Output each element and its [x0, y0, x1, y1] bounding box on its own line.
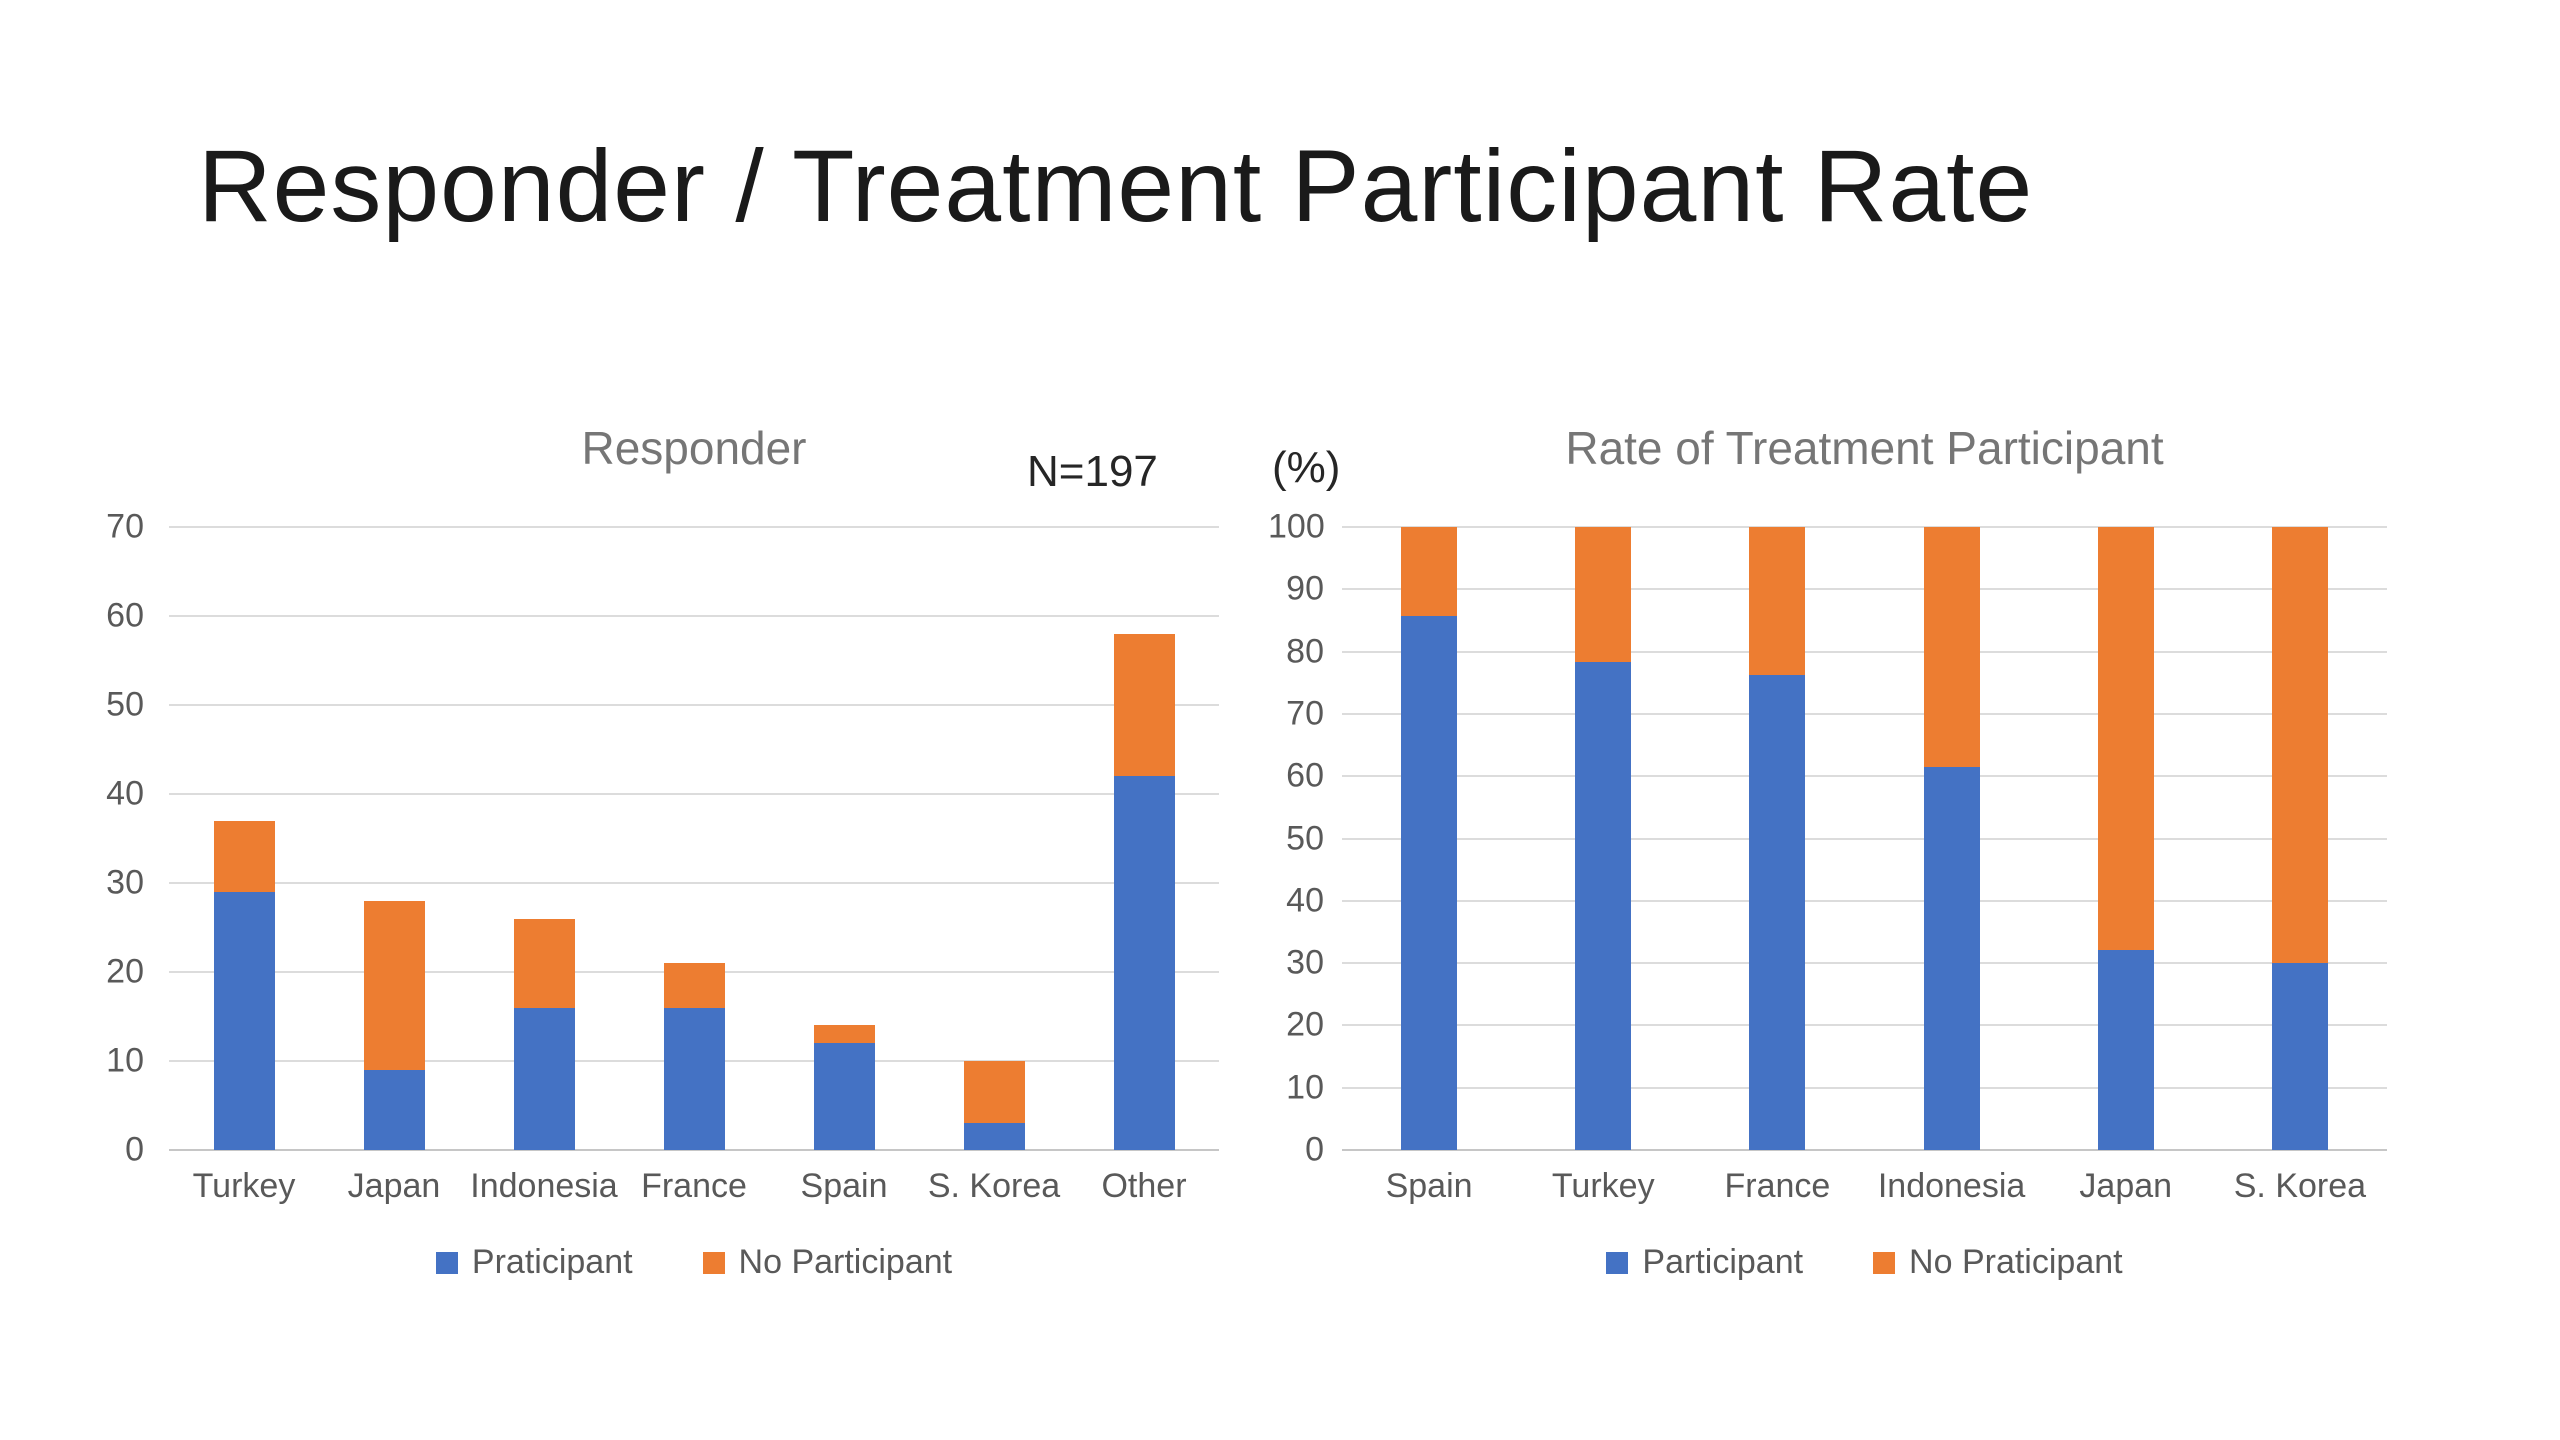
bar-segment-no-participant	[1113, 633, 1175, 777]
bar-segment-praticipant	[813, 1043, 875, 1150]
bar-segment-no-praticipant	[2097, 527, 2154, 951]
y-tick-label: 60	[106, 596, 144, 635]
gridline	[1342, 712, 2387, 715]
gridline	[1342, 526, 2387, 528]
legend-label: Participant	[1642, 1243, 1804, 1281]
bar-segment-participant	[1749, 675, 1806, 1150]
x-category-label: S. Korea	[927, 1167, 1061, 1205]
legend-swatch-no-praticipant	[1873, 1251, 1896, 1274]
gridline	[169, 793, 1219, 795]
y-tick-label: 70	[106, 507, 144, 546]
legend-item-no-participant: No Participant	[702, 1243, 953, 1282]
bar-segment-praticipant	[963, 1123, 1025, 1150]
x-category-label: Turkey	[1551, 1167, 1655, 1205]
legend-swatch-no-participant	[702, 1251, 725, 1274]
gridline	[169, 704, 1219, 706]
bar-segment-no-participant	[213, 820, 275, 892]
bar-segment-praticipant	[513, 1007, 575, 1150]
chart-responder: Responder N=197 0 10 20 30 40 50 60 70 Turkey Japan…	[80, 395, 1265, 1355]
legend-swatch-participant	[1606, 1251, 1629, 1274]
gridline	[1342, 650, 2387, 653]
gridline	[169, 882, 1219, 884]
chart-title: Responder	[581, 422, 807, 474]
x-category-label: Turkey	[192, 1167, 296, 1205]
bar-segment-praticipant	[213, 891, 275, 1150]
y-tick-label: 40	[1286, 881, 1324, 920]
x-category-label: Indonesia	[1877, 1167, 2026, 1205]
y-axis-unit-label: (%)	[1272, 443, 1341, 492]
legend-item-participant: Participant	[1606, 1243, 1803, 1282]
bar-segment-no-praticipant	[1923, 527, 1980, 767]
x-axis-line	[169, 1149, 1219, 1151]
bar-segment-praticipant	[663, 1007, 725, 1150]
x-category-label: Japan	[2079, 1167, 2173, 1205]
bar-segment-no-praticipant	[1575, 527, 1632, 662]
y-tick-label: 60	[1286, 756, 1324, 795]
x-category-label: Japan	[347, 1167, 441, 1205]
x-category-label: Spain	[1385, 1167, 1473, 1205]
y-tick-label: 0	[1305, 1130, 1324, 1169]
legend-swatch-praticipant	[435, 1251, 458, 1274]
gridline	[1342, 899, 2387, 902]
y-tick-label: 0	[125, 1130, 144, 1169]
bar-segment-participant	[2271, 963, 2328, 1150]
bar-segment-no-praticipant	[2271, 527, 2328, 964]
x-axis-line	[1342, 1149, 2387, 1151]
page-title: Responder / Treatment Participant Rate	[198, 129, 2034, 243]
bar-segment-praticipant	[363, 1069, 425, 1150]
y-tick-label: 20	[1286, 1005, 1324, 1044]
gridline	[1342, 775, 2387, 778]
gridline	[1342, 1086, 2387, 1089]
bar-segment-participant	[1575, 661, 1632, 1150]
sample-size-label: N=197	[1027, 447, 1158, 496]
x-category-label: France	[1724, 1167, 1831, 1205]
x-category-label: France	[641, 1167, 747, 1205]
y-tick-label: 50	[1286, 819, 1324, 857]
bar-segment-no-participant	[513, 918, 575, 1008]
gridline	[1342, 837, 2387, 840]
bar-segment-participant	[2097, 950, 2154, 1150]
chart-treatment-participant-rate: Rate of Treatment Participant (%) 0 10 20 30 4…	[1268, 395, 2500, 1355]
y-tick-label: 30	[106, 863, 144, 902]
bar-segment-participant	[1401, 616, 1458, 1150]
y-tick-label: 30	[1286, 943, 1324, 982]
legend: Praticipant No Participant	[169, 1243, 1219, 1282]
y-tick-label: 90	[1286, 569, 1324, 608]
x-category-label: Spain	[800, 1167, 888, 1205]
bar-segment-no-participant	[963, 1061, 1025, 1124]
y-tick-label: 100	[1268, 507, 1325, 546]
bar-segment-no-praticipant	[1749, 527, 1806, 676]
y-tick-label: 10	[1286, 1068, 1324, 1107]
gridline	[169, 615, 1219, 617]
bar-segment-participant	[1923, 766, 1980, 1150]
x-category-label: Other	[1101, 1167, 1187, 1205]
gridline	[1342, 588, 2387, 591]
bar-segment-no-participant	[813, 1025, 875, 1044]
x-category-label: S. Korea	[2233, 1167, 2367, 1205]
y-tick-label: 10	[106, 1041, 144, 1080]
legend-item-no-praticipant: No Praticipant	[1873, 1243, 2123, 1282]
legend-label: No Praticipant	[1909, 1243, 2123, 1281]
legend-label: Praticipant	[471, 1243, 633, 1281]
x-category-label: Indonesia	[470, 1167, 618, 1205]
gridline	[1342, 1024, 2387, 1027]
chart-title: Rate of Treatment Participant	[1565, 422, 2164, 474]
y-tick-label: 70	[1286, 694, 1324, 733]
bar-segment-praticipant	[1113, 776, 1175, 1150]
y-tick-label: 50	[106, 685, 144, 724]
gridline	[169, 526, 1219, 528]
y-tick-label: 40	[106, 774, 144, 813]
y-tick-label: 80	[1286, 632, 1324, 671]
legend-label: No Participant	[738, 1243, 953, 1281]
legend-item-praticipant: Praticipant	[435, 1243, 633, 1282]
bar-segment-no-participant	[363, 900, 425, 1070]
bar-segment-no-praticipant	[1401, 527, 1458, 617]
y-tick-label: 20	[106, 952, 144, 991]
bar-segment-no-participant	[663, 963, 725, 1008]
legend: Participant No Praticipant	[1342, 1243, 2387, 1282]
gridline	[1342, 962, 2387, 965]
